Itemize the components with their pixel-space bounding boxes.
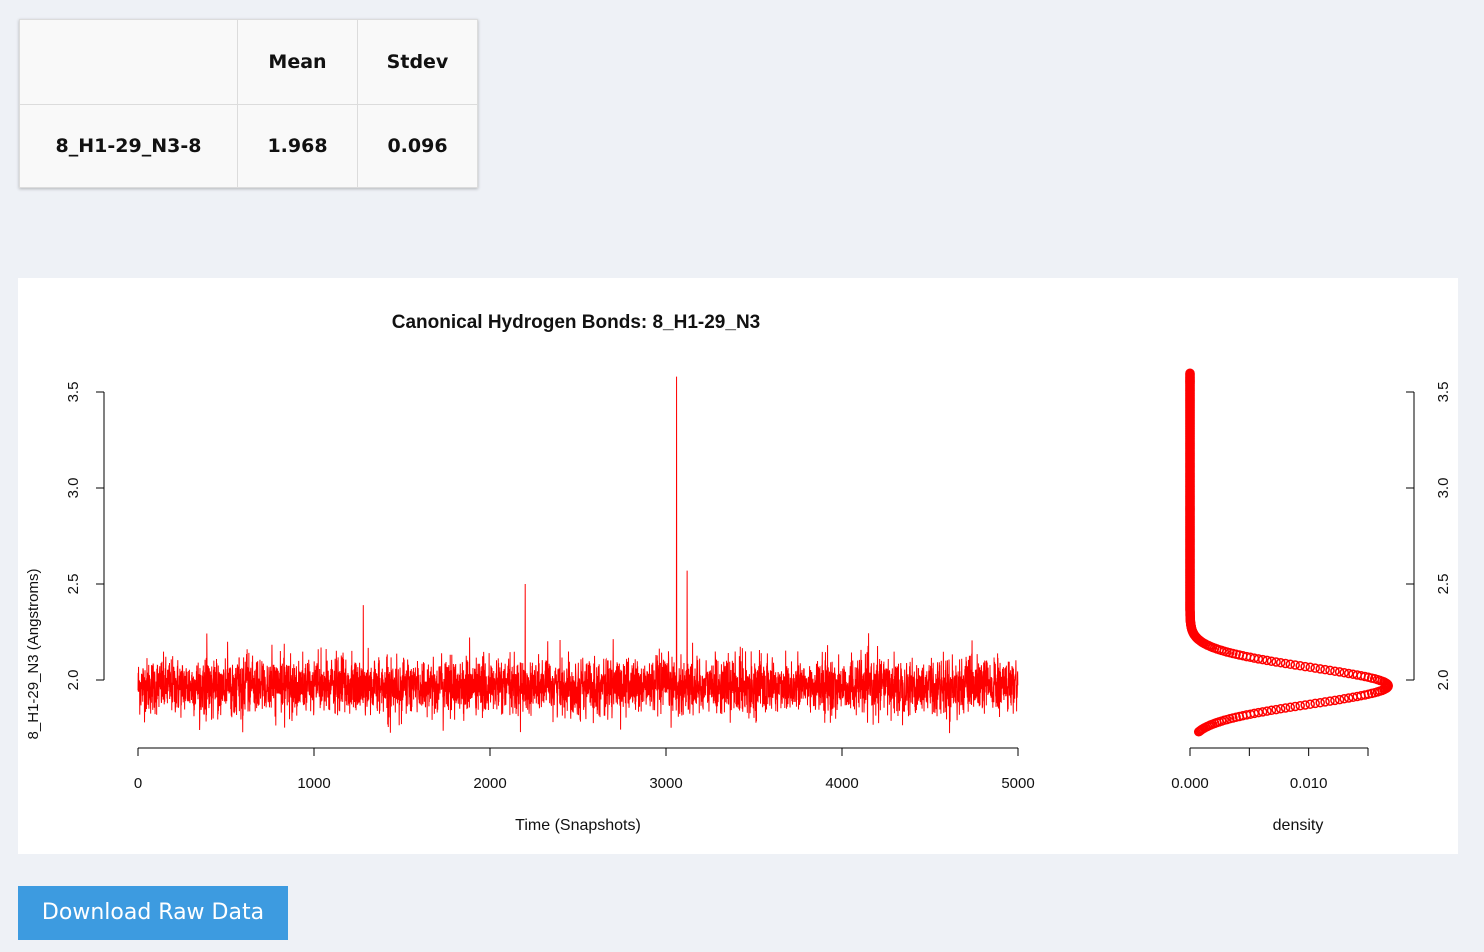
stats-header-row: Mean Stdev [19, 19, 478, 105]
timeseries-tick-labels: 2.0 2.5 3.0 3.5 0 1000 2000 3000 4000 5000 [65, 382, 1035, 792]
density-point [1185, 368, 1195, 378]
x-tick-label: 1000 [297, 775, 330, 792]
density-point [1300, 661, 1310, 672]
download-raw-data-button[interactable]: Download Raw Data [18, 886, 288, 940]
density-point [1305, 662, 1315, 673]
density-point [1262, 706, 1272, 716]
density-y-tick-label: 3.0 [1435, 478, 1452, 499]
density-axis-label: density [1273, 817, 1324, 834]
density-point [1280, 703, 1291, 713]
density-point [1257, 707, 1268, 717]
chart-title: Canonical Hydrogen Bonds: 8_H1-29_N3 [392, 312, 760, 333]
density-point [1325, 696, 1335, 706]
density-point [1315, 697, 1325, 708]
density-point [1275, 704, 1286, 714]
header-empty-cell [19, 19, 238, 105]
density-y-tick-label: 3.5 [1435, 382, 1452, 403]
row-mean: 1.968 [237, 104, 358, 188]
density-point [1315, 664, 1325, 674]
x-tick-label: 5000 [1001, 775, 1034, 792]
density-axes [1189, 391, 1415, 756]
density-point [1334, 694, 1345, 705]
row-stdev: 0.096 [357, 104, 478, 188]
density-point [1290, 701, 1300, 712]
density-point [1253, 707, 1264, 718]
x-tick-label: 0 [134, 775, 142, 792]
density-tick-labels: 0.000 0.010 2.0 2.5 3.0 3.5 [1171, 382, 1452, 792]
density-point [1348, 669, 1358, 679]
y-tick-label: 2.5 [65, 574, 82, 595]
y-tick-label: 2.0 [65, 670, 82, 691]
density-points [1185, 368, 1393, 737]
timeseries-axes [96, 391, 1019, 756]
density-point [1325, 665, 1335, 676]
header-stdev: Stdev [357, 19, 478, 105]
stats-table: Mean Stdev 8_H1-29_N3-8 1.968 0.096 [19, 19, 478, 188]
density-y-tick-label: 2.0 [1435, 670, 1452, 691]
density-point [1339, 667, 1349, 678]
density-point [1285, 702, 1296, 713]
density-point [1310, 698, 1320, 709]
density-y-tick-label: 2.5 [1435, 574, 1452, 595]
y-axis-label: 8_H1-29_N3 (Angstroms) [25, 569, 42, 740]
density-point [1266, 656, 1277, 666]
density-point [1295, 700, 1305, 711]
density-point [1320, 697, 1330, 707]
y-tick-label: 3.0 [65, 478, 82, 499]
density-point [1262, 655, 1272, 666]
density-point [1330, 695, 1340, 706]
density-point [1290, 660, 1300, 670]
table-row: 8_H1-29_N3-8 1.968 0.096 [19, 104, 478, 188]
density-x-tick-label: 0.000 [1171, 775, 1209, 792]
x-tick-label: 3000 [649, 775, 682, 792]
density-point [1271, 657, 1281, 667]
density-point [1266, 705, 1277, 716]
density-point [1271, 704, 1281, 715]
density-point [1305, 699, 1315, 709]
density-point [1334, 667, 1345, 677]
density-point [1275, 657, 1286, 668]
density-point [1310, 663, 1320, 673]
y-tick-label: 3.5 [65, 382, 82, 403]
density-point [1339, 694, 1349, 704]
density-point [1285, 659, 1296, 670]
row-label: 8_H1-29_N3-8 [19, 104, 238, 188]
density-point [1300, 700, 1310, 710]
hbond-plot: Canonical Hydrogen Bonds: 8_H1-29_N3 8_H… [25, 312, 1452, 834]
x-tick-label: 4000 [825, 775, 858, 792]
density-point [1343, 668, 1354, 679]
density-point [1330, 666, 1340, 676]
density-point [1295, 661, 1305, 671]
x-tick-label: 2000 [473, 775, 506, 792]
timeseries-line [137, 376, 1019, 734]
density-x-tick-label: 0.010 [1290, 775, 1328, 792]
header-mean: Mean [237, 19, 358, 105]
plot-panel: Canonical Hydrogen Bonds: 8_H1-29_N3 8_H… [18, 278, 1458, 854]
x-axis-label: Time (Snapshots) [515, 817, 641, 834]
density-point [1320, 664, 1330, 675]
density-point [1280, 658, 1291, 669]
